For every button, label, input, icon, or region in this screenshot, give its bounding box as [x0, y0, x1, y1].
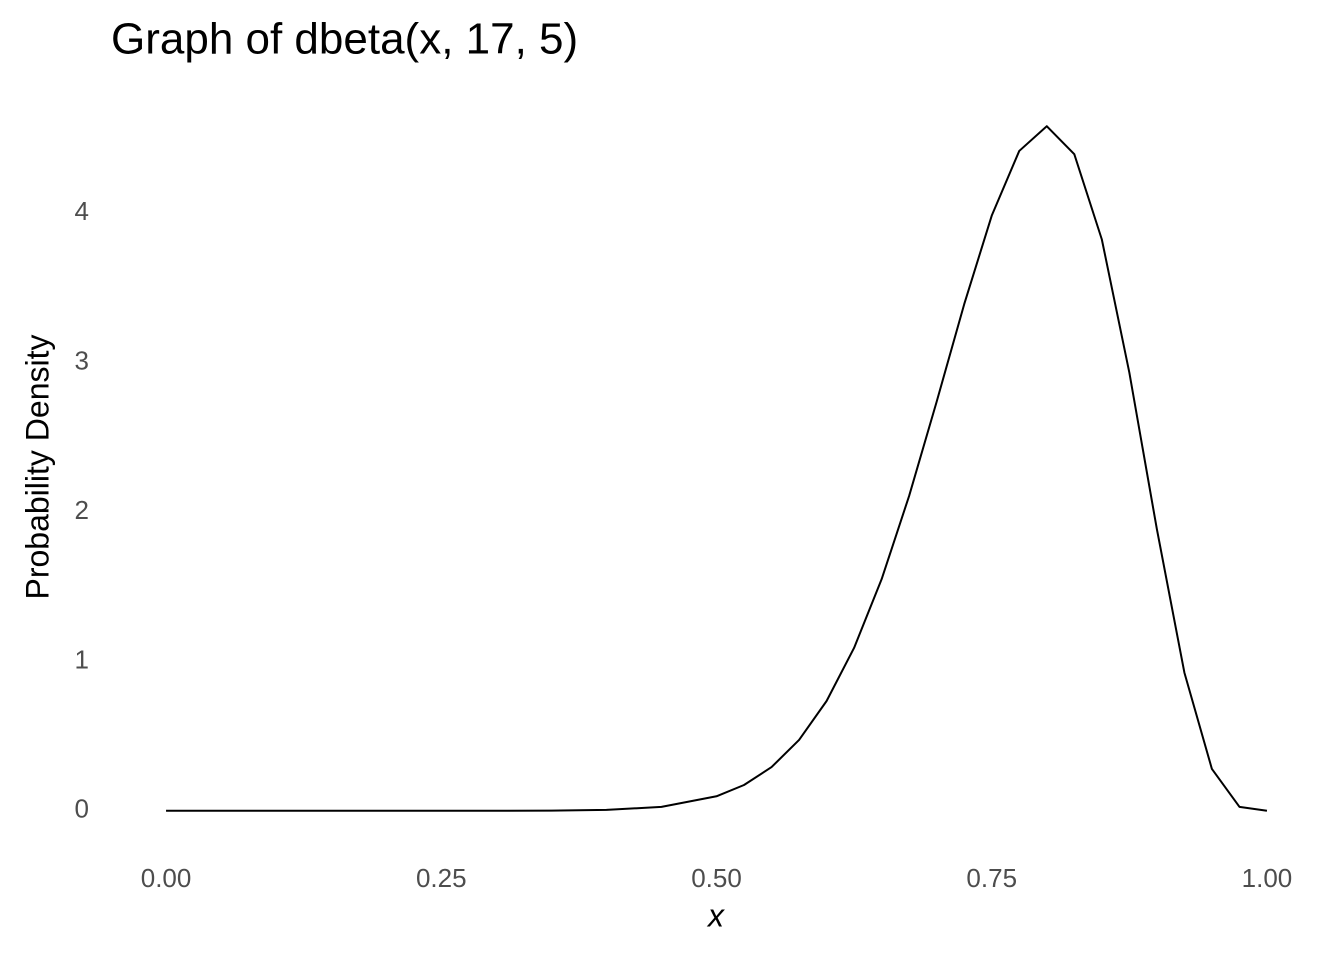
chart-title: Graph of dbeta(x, 17, 5)	[111, 15, 578, 64]
y-tick-label: 3	[75, 345, 89, 375]
x-tick-label: 0.50	[691, 863, 742, 893]
x-tick-label: 0.75	[966, 863, 1017, 893]
y-tick-label: 4	[75, 196, 89, 226]
x-axis-label: x	[706, 897, 725, 933]
y-tick-label: 0	[75, 794, 89, 824]
y-tick-label: 1	[75, 644, 89, 674]
x-tick-label: 0.00	[141, 863, 192, 893]
x-tick-label: 0.25	[416, 863, 467, 893]
line	[166, 125, 1268, 812]
y-tick-label: 2	[75, 495, 89, 525]
y-axis-label: Probability Density	[19, 335, 55, 600]
x-tick-label: 1.00	[1242, 863, 1293, 893]
